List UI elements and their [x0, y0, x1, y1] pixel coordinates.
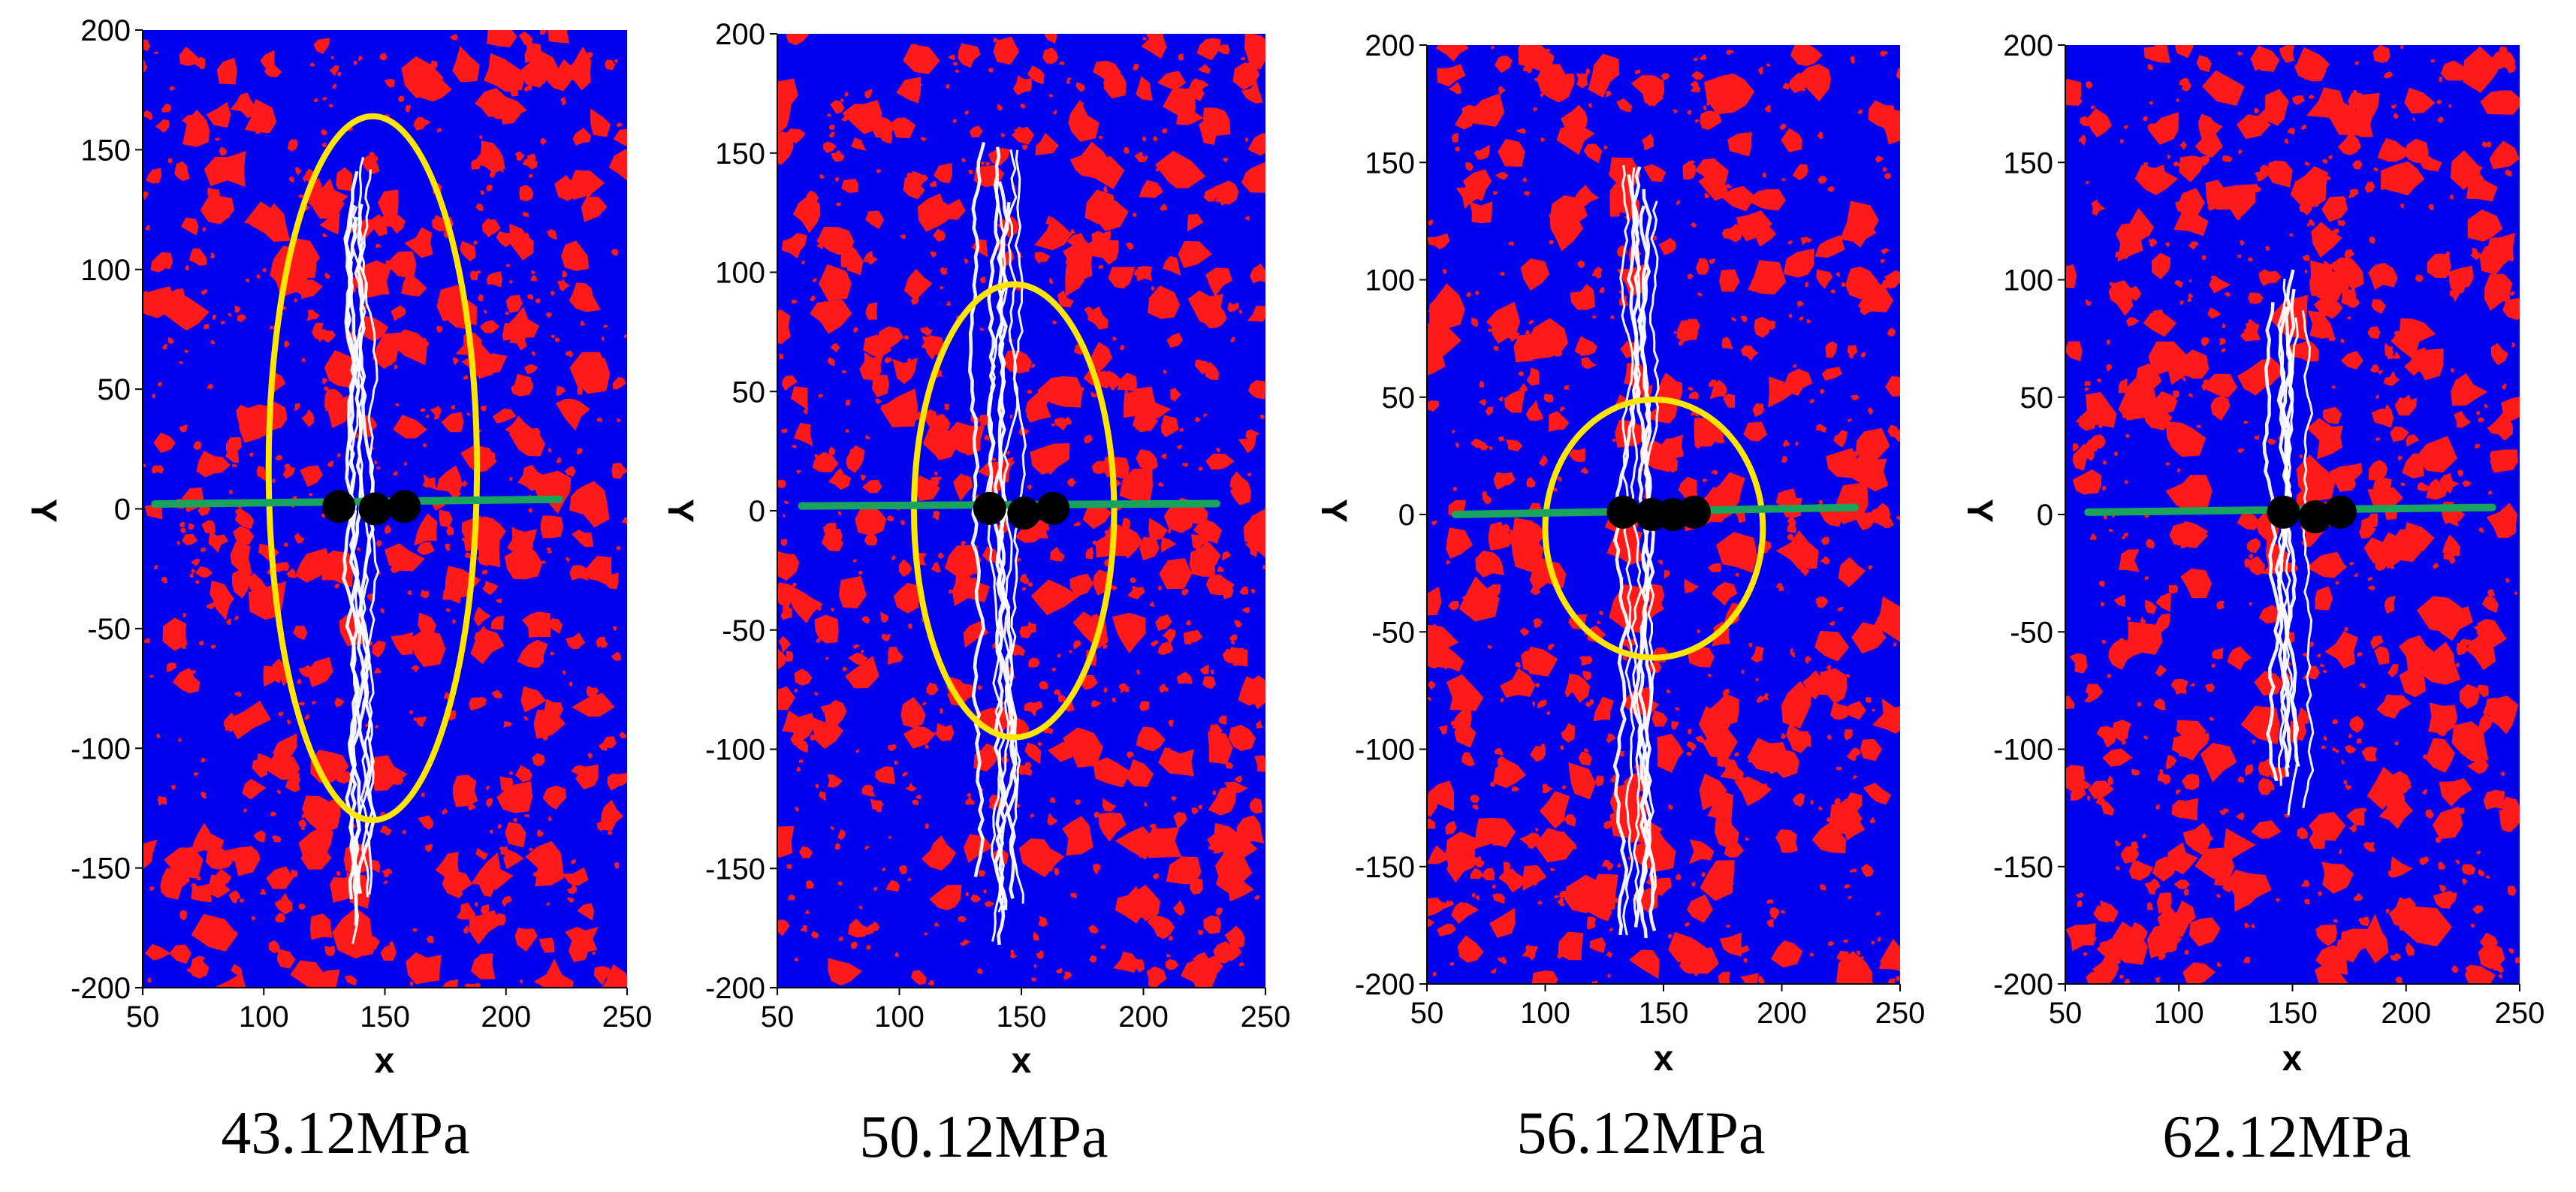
x-tick-label: 100 — [1520, 997, 1570, 1030]
y-tick-label: 200 — [2003, 29, 2053, 62]
x-tick-label: 150 — [997, 1000, 1047, 1034]
x-axis-label: x — [2282, 1039, 2303, 1079]
y-tick-label: -150 — [1993, 851, 2053, 884]
y-tick-label: 200 — [715, 18, 765, 51]
monitor-point-1 — [973, 491, 1006, 525]
y-tick-label: 0 — [1398, 499, 1415, 532]
y-tick-label: -150 — [71, 853, 131, 886]
x-tick-label: 100 — [2154, 997, 2204, 1030]
y-tick-label: -50 — [1371, 616, 1415, 649]
y-tick-label: -50 — [722, 614, 765, 647]
x-tick-label: 150 — [360, 1000, 410, 1034]
monitor-point-4 — [1677, 495, 1711, 529]
grain-texture — [2065, 45, 2520, 984]
monitor-point-3 — [1036, 491, 1070, 525]
y-tick-label: -150 — [705, 853, 765, 886]
y-tick-label: 50 — [1382, 382, 1416, 415]
y-tick-label: 200 — [1365, 29, 1415, 62]
monitor-point-3 — [2324, 495, 2357, 529]
pressure-caption: 50.12MPa — [859, 1104, 1108, 1170]
y-tick-label: -100 — [71, 732, 131, 765]
y-axis-label: Y — [1314, 499, 1353, 523]
x-tick-label: 50 — [761, 1000, 795, 1034]
x-tick-label: 100 — [874, 1000, 925, 1034]
monitor-point-3 — [388, 490, 421, 524]
y-axis-label: Y — [23, 499, 63, 523]
monitor-point-1 — [1606, 495, 1640, 529]
x-axis-label: x — [375, 1041, 395, 1081]
y-tick-label: -100 — [1355, 734, 1415, 767]
y-tick-label: 150 — [80, 134, 131, 167]
monitor-point-2 — [358, 492, 392, 526]
y-tick-label: 150 — [715, 137, 765, 171]
center-line — [798, 499, 1220, 510]
x-tick-label: 200 — [481, 1000, 531, 1034]
y-tick-label: -50 — [87, 613, 131, 646]
pressure-caption: 62.12MPa — [2162, 1104, 2411, 1170]
y-tick-label: 50 — [2020, 382, 2054, 415]
crack-band — [342, 156, 380, 944]
x-axis-label: x — [1654, 1039, 1674, 1079]
damage-zone-ellipse — [265, 113, 481, 823]
x-tick-label: 200 — [1118, 1000, 1169, 1034]
y-tick-label: 100 — [80, 254, 131, 287]
x-tick-label: 100 — [239, 1000, 289, 1034]
y-tick-label: -200 — [1355, 968, 1415, 1001]
y-tick-label: 100 — [1365, 264, 1415, 297]
y-tick-label: -200 — [705, 972, 765, 1005]
pressure-caption: 43.12MPa — [221, 1100, 469, 1166]
damage-zone-ellipse — [1542, 396, 1766, 661]
x-tick-label: 250 — [602, 1000, 653, 1034]
y-tick-label: 100 — [715, 257, 765, 290]
x-axis-label: x — [1012, 1041, 1032, 1081]
y-tick-label: -100 — [1993, 734, 2053, 767]
y-tick-label: 0 — [749, 495, 765, 528]
x-tick-label: 50 — [126, 1000, 160, 1034]
x-tick-label: 50 — [2049, 997, 2083, 1030]
y-tick-label: -200 — [71, 972, 131, 1005]
y-tick-label: 0 — [2037, 499, 2053, 532]
monitor-point-2 — [2298, 500, 2332, 534]
y-tick-label: 50 — [732, 376, 766, 409]
y-tick-label: -50 — [2010, 616, 2053, 649]
y-tick-label: -200 — [1993, 968, 2053, 1001]
pressure-caption: 56.12MPa — [1516, 1100, 1765, 1166]
y-tick-label: 0 — [114, 493, 131, 527]
y-tick-label: -150 — [1355, 851, 1415, 884]
x-tick-label: 150 — [1639, 997, 1689, 1030]
y-tick-label: 200 — [80, 14, 131, 47]
y-tick-label: 150 — [1365, 146, 1415, 180]
y-tick-label: 150 — [2003, 146, 2053, 180]
monitor-point-1 — [2267, 495, 2300, 529]
x-tick-label: 250 — [1875, 997, 1926, 1030]
grain-texture — [143, 30, 627, 988]
monitor-point-2 — [1007, 496, 1041, 530]
x-tick-label: 150 — [2267, 997, 2318, 1030]
grain-texture — [777, 34, 1265, 988]
y-tick-label: 100 — [2003, 264, 2053, 297]
grain-texture — [1427, 45, 1900, 984]
damage-zone-ellipse — [911, 281, 1118, 741]
x-tick-label: 200 — [2381, 997, 2431, 1030]
x-tick-label: 250 — [1241, 1000, 1291, 1034]
monitor-point-1 — [322, 490, 356, 524]
x-tick-label: 250 — [2495, 997, 2545, 1030]
y-axis-label: Y — [660, 499, 700, 523]
center-line — [151, 495, 563, 508]
y-tick-label: -100 — [705, 734, 765, 767]
crack-band — [1612, 164, 1660, 939]
x-tick-label: 50 — [1410, 997, 1444, 1030]
y-tick-label: 50 — [98, 373, 131, 406]
x-tick-label: 200 — [1757, 997, 1807, 1030]
y-axis-label: Y — [1959, 499, 1999, 523]
